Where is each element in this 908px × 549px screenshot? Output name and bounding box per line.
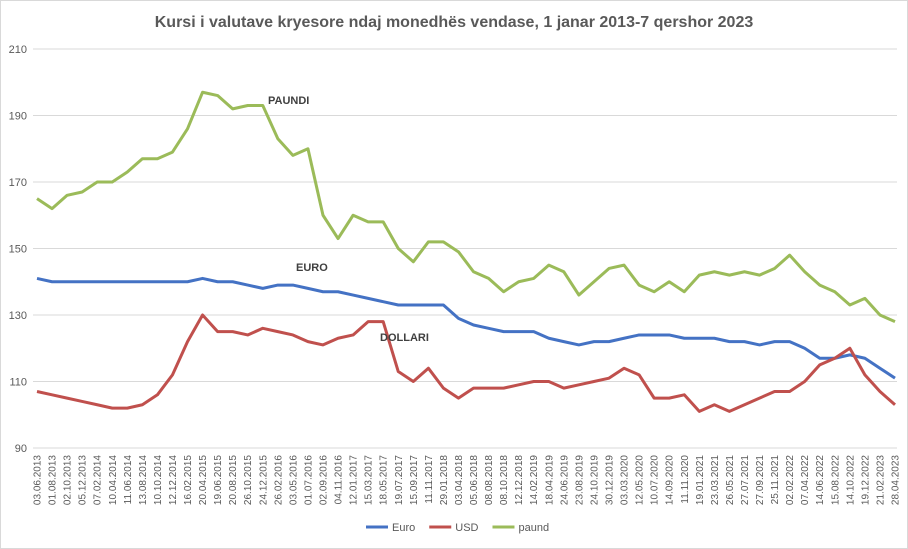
x-tick-label: 15.09.2017 [409, 455, 420, 505]
x-tick-label: 14.09.2020 [665, 455, 676, 505]
x-tick-label: 27.07.2021 [740, 455, 751, 505]
x-tick-label: 10.10.2014 [153, 455, 164, 505]
x-tick-label: 12.12.2014 [168, 455, 179, 505]
legend-label: USD [455, 522, 478, 534]
x-tick-label: 05.12.2013 [78, 455, 89, 505]
y-tick-label: 110 [9, 377, 27, 389]
x-tick-label: 11.11.2017 [424, 455, 435, 504]
x-tick-label: 28.04.2023 [891, 455, 902, 505]
x-tick-label: 02.09.2016 [319, 455, 330, 505]
x-tick-label: 29.01.2018 [439, 455, 450, 505]
x-tick-label: 14.02.2019 [529, 455, 540, 505]
x-tick-label: 02.10.2013 [63, 455, 74, 505]
x-tick-label: 30.12.2019 [605, 455, 616, 505]
y-tick-label: 90 [15, 443, 27, 455]
x-tick-label: 04.11.2016 [334, 455, 345, 505]
x-tick-label: 07.04.2022 [800, 455, 811, 505]
x-tick-label: 11.11.2020 [680, 455, 691, 504]
x-tick-label: 19.01.2021 [695, 455, 706, 505]
x-tick-label: 19.12.2022 [860, 455, 871, 505]
x-tick-label: 12.01.2017 [349, 455, 360, 505]
x-tick-label: 26.10.2015 [243, 455, 254, 505]
x-tick-label: 18.05.2017 [379, 455, 390, 505]
x-tick-label: 08.10.2018 [499, 455, 510, 505]
x-tick-label: 07.02.2014 [93, 455, 104, 505]
x-tick-label: 08.08.2018 [484, 455, 495, 505]
x-tick-label: 20.04.2015 [198, 455, 209, 505]
x-tick-label: 16.02.2015 [183, 455, 194, 505]
legend-label: paund [518, 522, 549, 534]
y-tick-label: 130 [9, 310, 27, 322]
x-tick-label: 15.08.2022 [830, 455, 841, 505]
x-tick-label: 21.02.2023 [875, 455, 886, 505]
y-tick-label: 210 [9, 44, 27, 56]
x-tick-label: 20.08.2015 [228, 455, 239, 505]
x-tick-label: 11.06.2014 [123, 455, 134, 505]
series-line [36, 90, 896, 324]
annotation: PAUNDI [268, 95, 309, 107]
x-tick-label: 26.02.2016 [273, 455, 284, 505]
x-tick-label: 14.06.2022 [815, 455, 826, 505]
x-tick-label: 24.12.2015 [258, 455, 269, 505]
x-tick-label: 18.04.2019 [544, 455, 555, 505]
x-tick-label: 23.08.2019 [574, 455, 585, 505]
x-tick-label: 10.04.2014 [108, 455, 119, 505]
x-tick-label: 25.11.2021 [770, 455, 781, 505]
annotation: DOLLARI [380, 332, 429, 344]
x-tick-label: 26.05.2021 [725, 455, 736, 505]
x-tick-label: 19.06.2015 [213, 455, 224, 505]
y-tick-label: 190 [9, 111, 27, 123]
x-tick-label: 03.03.2020 [620, 455, 631, 505]
x-tick-label: 15.03.2017 [364, 455, 375, 505]
x-tick-label: 23.03.2021 [710, 455, 721, 505]
x-tick-label: 02.02.2022 [785, 455, 796, 505]
x-tick-label: 12.05.2020 [635, 455, 646, 505]
series-line [36, 276, 896, 380]
x-tick-label: 12.12.2018 [514, 455, 525, 505]
legend-label: Euro [392, 522, 415, 534]
x-tick-label: 01.08.2013 [48, 455, 59, 505]
series-line [36, 313, 896, 413]
x-tick-label: 03.05.2016 [288, 455, 299, 505]
y-tick-label: 150 [9, 244, 27, 256]
x-tick-label: 03.06.2013 [33, 455, 44, 505]
x-tick-label: 19.07.2017 [394, 455, 405, 505]
x-tick-label: 05.06.2018 [469, 455, 480, 505]
x-tick-label: 24.06.2019 [559, 455, 570, 505]
x-tick-label: 10.07.2020 [650, 455, 661, 505]
x-tick-label: 14.10.2022 [845, 455, 856, 505]
x-tick-label: 27.09.2021 [755, 455, 766, 505]
x-tick-label: 01.07.2016 [303, 455, 314, 505]
chart-title: Kursi i valutave kryesore ndaj monedhës … [155, 14, 754, 31]
x-tick-label: 24.10.2019 [589, 455, 600, 505]
annotation: EURO [296, 262, 328, 274]
x-tick-label: 03.04.2018 [454, 455, 465, 505]
x-tick-label: 13.08.2014 [138, 455, 149, 505]
y-tick-label: 170 [9, 177, 27, 189]
